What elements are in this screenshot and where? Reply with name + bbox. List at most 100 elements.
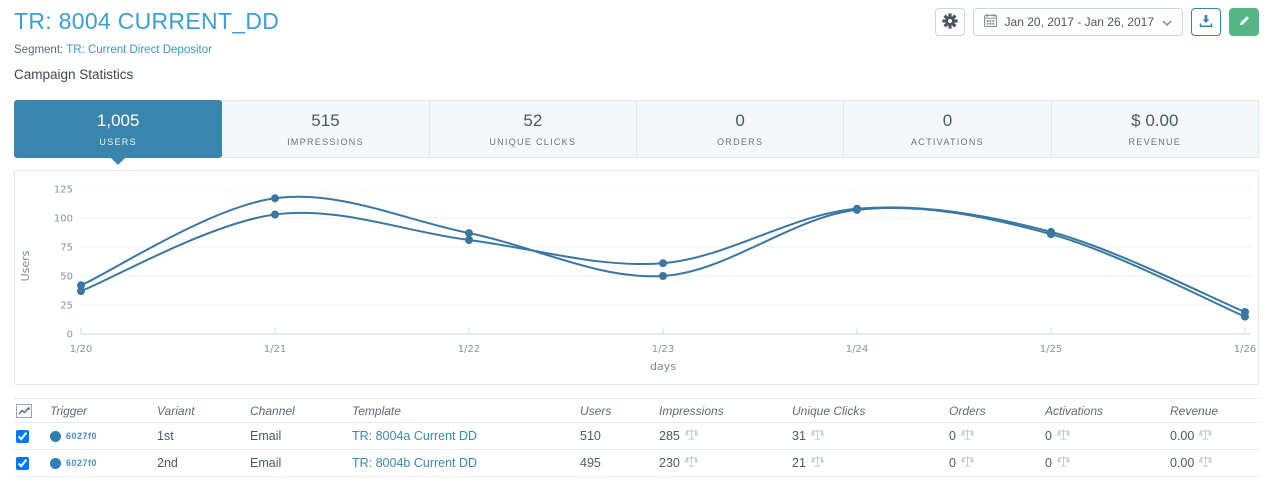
col-activations: Activations	[1045, 403, 1104, 418]
revenue-cell: 0.00	[1168, 428, 1259, 444]
col-revenue: Revenue	[1170, 403, 1219, 418]
tab-revenue-label: REVENUE	[1128, 137, 1182, 147]
col-unique-clicks: Unique Clicks	[792, 403, 866, 418]
svg-text:1/23: 1/23	[652, 344, 674, 355]
topbar: TR: 8004 CURRENT_DD Segment: TR: Current…	[14, 0, 1259, 82]
variant-cell: 2nd	[157, 456, 178, 470]
svg-text:125: 125	[54, 185, 73, 196]
svg-text:50: 50	[60, 272, 73, 283]
scale-icon[interactable]	[684, 428, 699, 444]
revenue-cell: 0.00	[1168, 455, 1259, 471]
orders-cell: 0	[947, 455, 1043, 471]
section-title: Campaign Statistics	[14, 67, 134, 82]
col-variant: Variant	[157, 403, 195, 418]
scale-icon[interactable]	[1056, 428, 1071, 444]
svg-text:1/21: 1/21	[264, 344, 286, 355]
chart-canvas: 0 25 50 75 100 125 1/20 1/21 1/22 1/23 1/24 1/25 1/2…	[19, 185, 1256, 374]
activations-cell: 0	[1043, 428, 1168, 444]
svg-text:1/25: 1/25	[1040, 344, 1062, 355]
svg-text:75: 75	[60, 243, 73, 254]
header-text-block: TR: 8004 CURRENT_DD Segment: TR: Current…	[14, 8, 279, 82]
svg-text:25: 25	[60, 301, 73, 312]
variant-cell: 1st	[157, 429, 174, 443]
table-row: 6027f0 1st Email TR: 8004a Current DD 51…	[14, 423, 1259, 450]
svg-text:0: 0	[67, 330, 73, 341]
tab-unique-clicks-value: 52	[523, 111, 543, 130]
users-cell: 495	[580, 456, 601, 470]
svg-text:1/22: 1/22	[458, 344, 480, 355]
tab-orders-label: ORDERS	[716, 137, 764, 147]
tab-impressions-value: 515	[311, 111, 340, 130]
scale-icon[interactable]	[810, 428, 825, 444]
tab-orders-value: 0	[735, 111, 745, 130]
trigger-cell[interactable]: 6027f0	[48, 457, 155, 469]
edit-button[interactable]	[1229, 8, 1259, 36]
trigger-id-link[interactable]: 6027f0	[66, 458, 98, 468]
segment-link[interactable]: TR: Current Direct Depositor	[66, 44, 212, 56]
col-users: Users	[580, 403, 612, 418]
scale-icon[interactable]	[1199, 455, 1213, 471]
table-body: 6027f0 1st Email TR: 8004a Current DD 51…	[14, 423, 1259, 477]
pencil-icon	[1238, 14, 1251, 30]
scale-icon[interactable]	[960, 455, 975, 471]
tab-users[interactable]: 1,005 USERS	[14, 100, 223, 165]
row-checkbox[interactable]	[16, 456, 29, 470]
calendar-icon	[983, 14, 997, 30]
tab-activations-value: 0	[942, 111, 953, 130]
trigger-id-link[interactable]: 6027f0	[66, 431, 98, 441]
svg-text:1/24: 1/24	[846, 344, 868, 355]
date-range-value: Jan 20, 2017 - Jan 26, 2017	[1004, 15, 1154, 29]
settings-button[interactable]	[934, 8, 965, 36]
tab-users-value: 1,005	[96, 111, 140, 130]
impressions-cell: 285	[657, 428, 790, 444]
template-link[interactable]: TR: 8004b Current DD	[352, 456, 478, 470]
scale-icon[interactable]	[684, 455, 699, 471]
trigger-dot-icon	[50, 457, 61, 469]
channel-cell: Email	[250, 429, 282, 443]
tab-impressions[interactable]: 515 IMPRESSIONS	[221, 100, 430, 158]
date-range-picker[interactable]: Jan 20, 2017 - Jan 26, 2017	[972, 8, 1183, 36]
segment-line: Segment: TR: Current Direct Depositor	[14, 44, 279, 56]
col-trigger: Trigger	[50, 403, 88, 418]
users-line-chart: 0 25 50 75 100 125 1/20 1/21 1/22 1/23 1/24 1/25 1/2…	[14, 170, 1259, 385]
template-link[interactable]: TR: 8004a Current DD	[352, 429, 478, 443]
variant-table: Trigger Variant Channel Template Users I…	[14, 398, 1259, 477]
tab-activations[interactable]: 0 ACTIVATIONS	[843, 100, 1052, 158]
col-orders: Orders	[949, 403, 986, 418]
scale-icon[interactable]	[960, 428, 975, 444]
unique-clicks-cell: 21	[790, 455, 947, 471]
header-controls: Jan 20, 2017 - Jan 26, 2017	[934, 8, 1259, 36]
segment-label: Segment:	[14, 44, 64, 56]
scale-icon[interactable]	[1056, 455, 1071, 471]
tab-revenue[interactable]: $ 0.00 REVENUE	[1050, 100, 1259, 158]
tab-users-label: USERS	[99, 137, 137, 147]
tab-orders[interactable]: 0 ORDERS	[635, 100, 845, 158]
scale-icon[interactable]	[810, 455, 825, 471]
row-checkbox[interactable]	[16, 429, 29, 443]
users-cell: 510	[580, 429, 601, 443]
svg-text:1/26: 1/26	[1234, 344, 1256, 355]
tab-impressions-label: IMPRESSIONS	[287, 137, 364, 147]
line-chart-icon	[14, 403, 48, 418]
trigger-cell[interactable]: 6027f0	[48, 430, 155, 442]
impressions-cell: 230	[657, 455, 790, 471]
table-header-row: Trigger Variant Channel Template Users I…	[14, 398, 1259, 423]
scale-icon[interactable]	[1199, 428, 1213, 444]
page-title: TR: 8004 CURRENT_DD	[14, 8, 280, 34]
col-template: Template	[352, 403, 401, 418]
download-button[interactable]	[1191, 8, 1221, 36]
tab-activations-label: ACTIVATIONS	[910, 137, 984, 147]
orders-cell: 0	[947, 428, 1043, 444]
stat-tabs: 1,005 USERS 515 IMPRESSIONS 52 UNIQUE CL…	[14, 100, 1259, 165]
svg-text:100: 100	[54, 214, 73, 225]
table-row: 6027f0 2nd Email TR: 8004b Current DD 49…	[14, 450, 1259, 477]
svg-text:days: days	[650, 360, 676, 373]
channel-cell: Email	[250, 456, 282, 470]
col-channel: Channel	[250, 403, 295, 418]
tab-unique-clicks-label: UNIQUE CLICKS	[489, 137, 577, 147]
svg-text:1/20: 1/20	[70, 344, 92, 355]
tab-unique-clicks[interactable]: 52 UNIQUE CLICKS	[428, 100, 637, 158]
download-icon	[1199, 14, 1213, 31]
col-impressions: Impressions	[659, 403, 724, 418]
